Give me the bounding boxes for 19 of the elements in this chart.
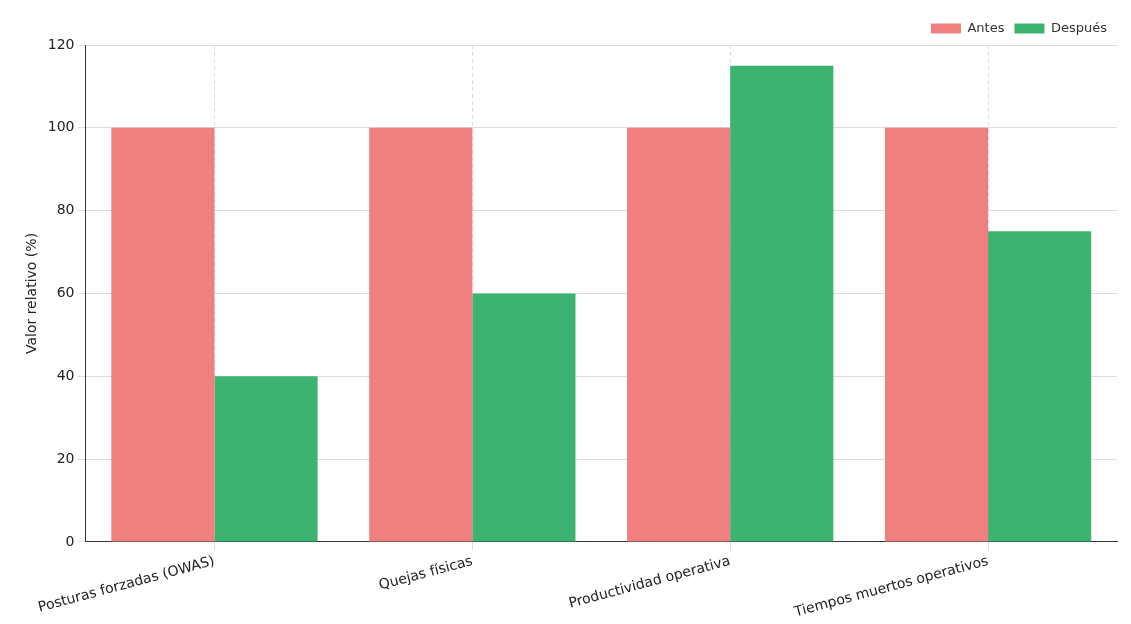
bar <box>214 376 318 542</box>
legend-label: Después <box>1050 19 1108 35</box>
x-tick-label: Quejas físicas <box>376 552 475 593</box>
y-tick-label: 20 <box>56 449 75 466</box>
y-tick-label: 40 <box>56 366 75 383</box>
bar <box>988 231 1092 542</box>
y-tick-label: 80 <box>56 201 75 218</box>
y-tick-label: 100 <box>47 118 75 135</box>
bar <box>111 127 215 542</box>
legend-label: Antes <box>967 19 1005 35</box>
bar <box>472 293 576 542</box>
y-tick-label: 0 <box>65 532 75 549</box>
bar <box>884 127 989 542</box>
y-tick-label: 60 <box>56 284 75 301</box>
bar <box>730 65 834 542</box>
bar <box>627 127 731 542</box>
y-tick-label: 120 <box>47 35 75 52</box>
y-axis-title: Valor relativo (%) <box>23 232 40 355</box>
bar <box>369 127 473 542</box>
